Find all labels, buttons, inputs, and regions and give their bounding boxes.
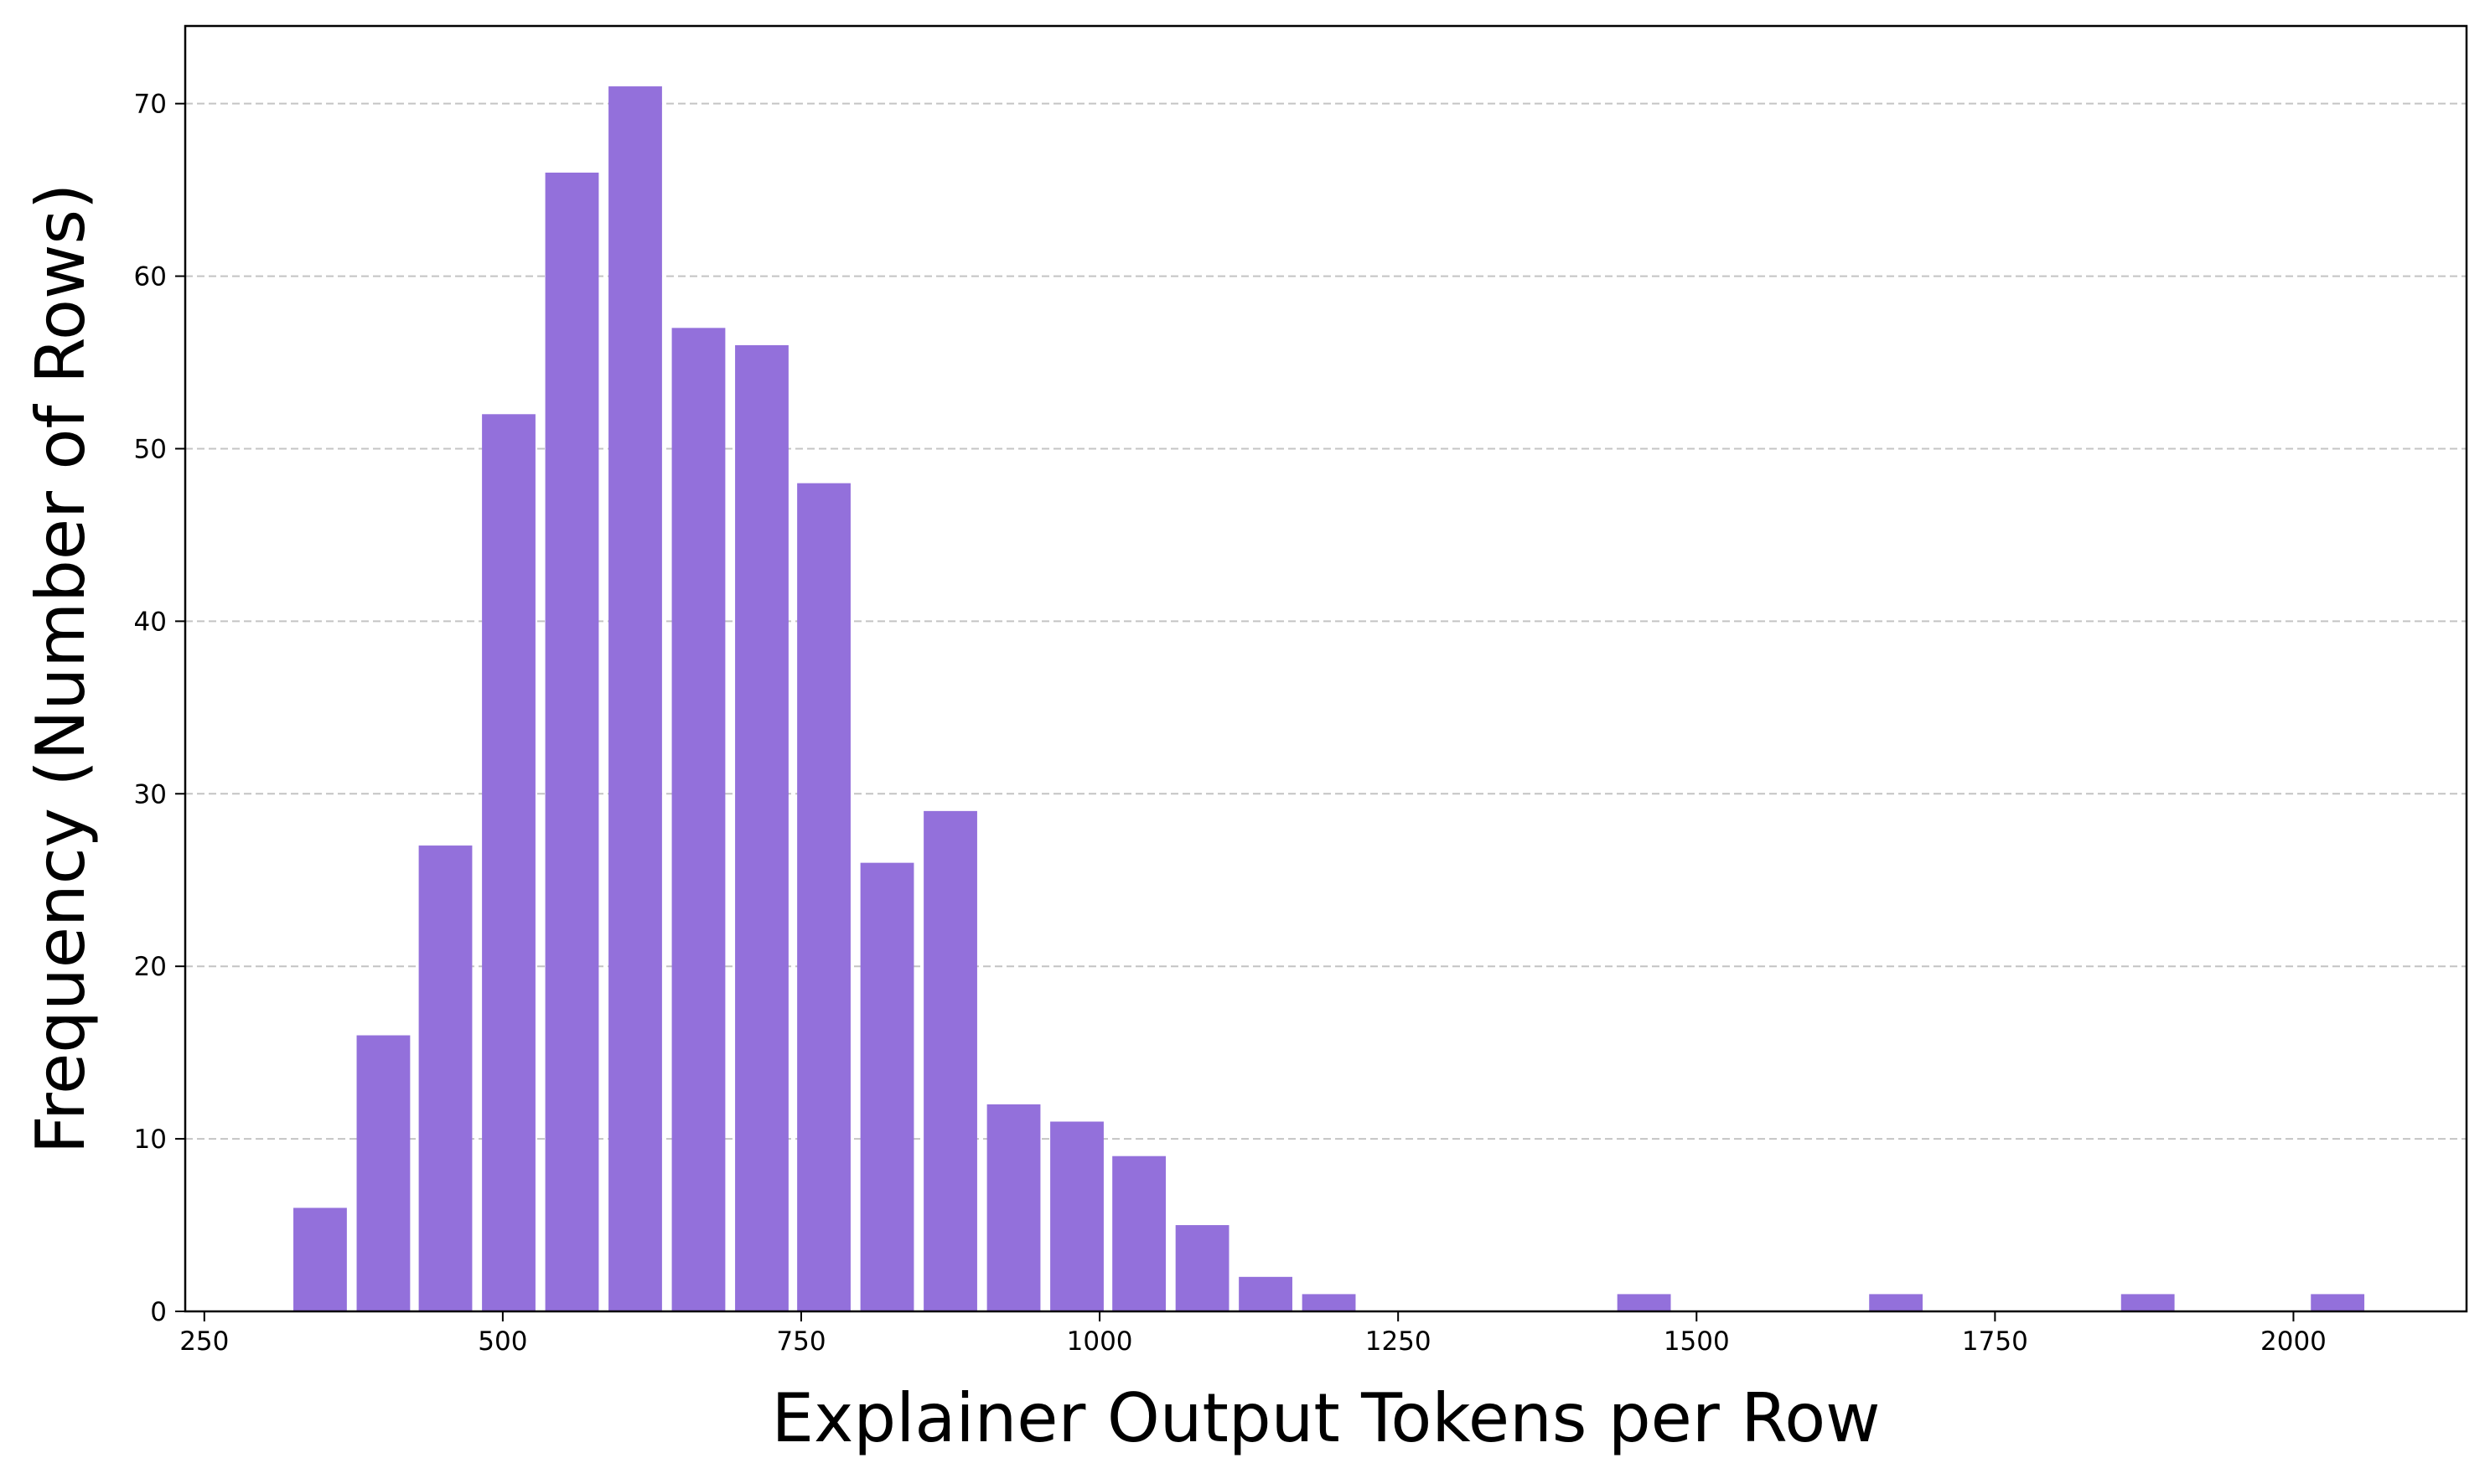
bar-18 bbox=[1869, 1294, 1923, 1311]
y-tick-label-20: 20 bbox=[134, 952, 167, 982]
x-tick-label-250: 250 bbox=[179, 1326, 229, 1357]
x-tick-label-1000: 1000 bbox=[1067, 1326, 1133, 1357]
x-tick-label-500: 500 bbox=[478, 1326, 527, 1357]
bar-17 bbox=[1617, 1294, 1671, 1311]
x-axis-label: Explainer Output Tokens per Row bbox=[771, 1379, 1880, 1457]
bar-2 bbox=[418, 845, 473, 1311]
y-tick-label-40: 40 bbox=[134, 607, 167, 637]
bar-14 bbox=[1175, 1225, 1229, 1311]
y-tick-label-10: 10 bbox=[134, 1125, 167, 1155]
bar-5 bbox=[608, 86, 662, 1311]
plot-frame bbox=[184, 24, 2468, 1313]
bar-7 bbox=[735, 344, 789, 1312]
bar-12 bbox=[1050, 1121, 1104, 1311]
bar-11 bbox=[986, 1104, 1041, 1311]
x-tick-label-1500: 1500 bbox=[1664, 1326, 1730, 1357]
y-tick-label-30: 30 bbox=[134, 779, 167, 809]
bar-4 bbox=[545, 173, 599, 1311]
y-tick-label-0: 0 bbox=[150, 1297, 167, 1327]
bar-10 bbox=[924, 810, 977, 1311]
x-tick-label-1250: 1250 bbox=[1365, 1326, 1431, 1357]
histogram-bars bbox=[293, 86, 2365, 1312]
x-axis-ticks: 250 500 750 1000 1250 1500 1750 2000 bbox=[179, 1311, 2327, 1357]
bar-9 bbox=[860, 862, 914, 1311]
bar-16 bbox=[1302, 1294, 1356, 1311]
bar-1 bbox=[356, 1035, 411, 1311]
bar-8 bbox=[797, 483, 851, 1311]
y-tick-label-60: 60 bbox=[134, 262, 167, 292]
bar-3 bbox=[482, 414, 536, 1312]
bar-13 bbox=[1112, 1156, 1166, 1311]
y-axis-ticks: 0 10 20 30 40 50 60 70 bbox=[134, 90, 185, 1327]
y-tick-label-70: 70 bbox=[134, 90, 167, 120]
bar-0 bbox=[293, 1207, 347, 1311]
bar-19 bbox=[2120, 1294, 2175, 1311]
y-axis-label: Frequency (Number of Rows) bbox=[22, 184, 100, 1155]
bar-15 bbox=[1239, 1276, 1292, 1311]
x-tick-label-2000: 2000 bbox=[2260, 1326, 2327, 1357]
x-tick-label-750: 750 bbox=[776, 1326, 826, 1357]
x-tick-label-1750: 1750 bbox=[1962, 1326, 2028, 1357]
bar-6 bbox=[671, 328, 726, 1311]
bar-20 bbox=[2311, 1294, 2365, 1311]
y-tick-label-50: 50 bbox=[134, 434, 167, 464]
